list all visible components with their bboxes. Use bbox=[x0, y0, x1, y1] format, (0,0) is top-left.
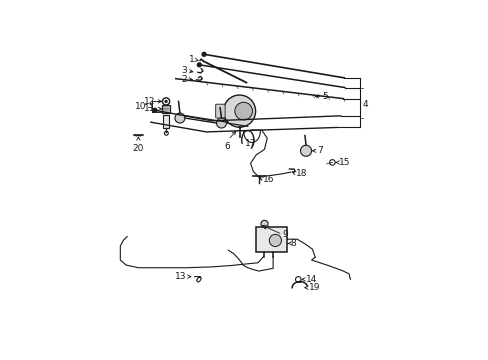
Circle shape bbox=[269, 234, 281, 247]
Text: 6: 6 bbox=[224, 143, 230, 152]
FancyBboxPatch shape bbox=[255, 227, 287, 252]
Text: 12: 12 bbox=[144, 97, 156, 106]
FancyBboxPatch shape bbox=[215, 104, 224, 118]
Text: 18: 18 bbox=[296, 169, 307, 178]
Circle shape bbox=[216, 118, 226, 128]
Text: 8: 8 bbox=[290, 239, 296, 248]
Text: 20: 20 bbox=[132, 144, 144, 153]
Text: 16: 16 bbox=[263, 175, 274, 184]
FancyBboxPatch shape bbox=[162, 105, 169, 113]
Text: 1: 1 bbox=[188, 55, 194, 64]
Circle shape bbox=[175, 113, 184, 123]
Circle shape bbox=[202, 52, 205, 56]
Circle shape bbox=[234, 102, 252, 120]
Circle shape bbox=[223, 95, 255, 127]
Circle shape bbox=[153, 108, 157, 112]
Text: 4: 4 bbox=[362, 100, 368, 109]
Text: 2: 2 bbox=[182, 75, 187, 84]
Text: 13: 13 bbox=[175, 272, 186, 281]
Circle shape bbox=[261, 220, 267, 228]
Text: 15: 15 bbox=[339, 158, 350, 167]
Text: 10: 10 bbox=[135, 103, 146, 112]
Circle shape bbox=[197, 63, 201, 67]
Circle shape bbox=[164, 100, 167, 103]
Text: 3: 3 bbox=[181, 66, 187, 75]
FancyBboxPatch shape bbox=[163, 115, 169, 128]
Text: 11: 11 bbox=[144, 104, 156, 113]
Text: 9: 9 bbox=[282, 230, 287, 239]
Text: 14: 14 bbox=[305, 275, 317, 284]
Text: 5: 5 bbox=[322, 92, 328, 101]
Text: 7: 7 bbox=[317, 146, 322, 155]
Text: 17: 17 bbox=[244, 139, 256, 148]
Text: 19: 19 bbox=[308, 283, 320, 292]
Circle shape bbox=[300, 145, 311, 156]
